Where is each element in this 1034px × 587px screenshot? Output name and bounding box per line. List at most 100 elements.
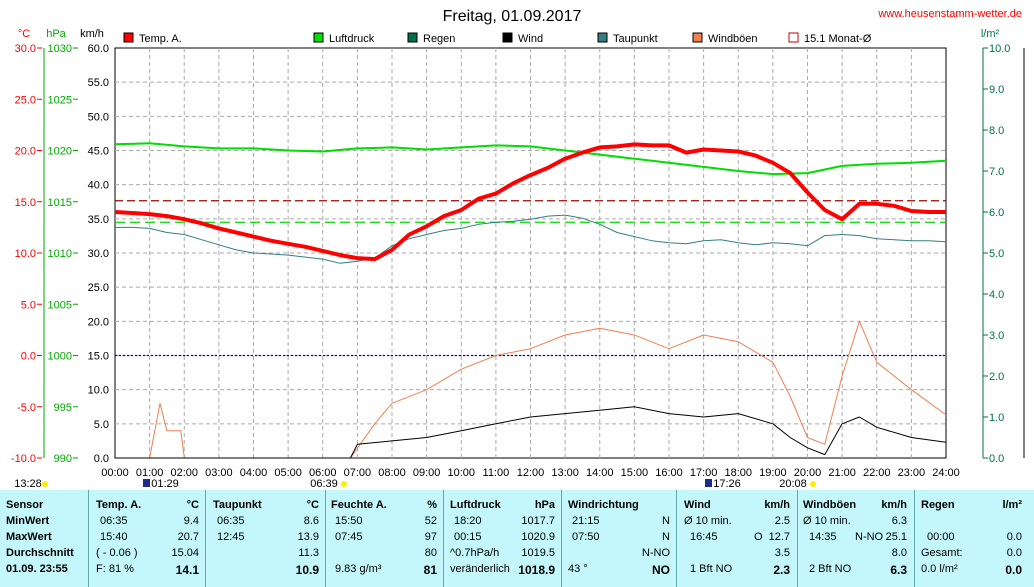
legend-swatch [692,32,703,43]
temp-tick-label: 15.0 [15,197,36,209]
winddir-min: N [662,515,670,527]
pressure-avg: 1019.5 [521,547,555,559]
legend-label: Windböen [708,33,758,45]
gust-avg: 8.0 [891,547,907,559]
gust-max: 25.1 [885,531,907,543]
column-separator [443,490,444,587]
humidity-header: Feuchte A. [331,499,387,511]
column-separator [797,490,798,587]
x-tick-label: 10:00 [447,467,475,479]
temp-unit: °C [186,499,199,511]
wind-max-dir: O [754,531,763,543]
temp-min-time: 06:35 [100,515,128,527]
column-separator [205,490,206,587]
column-separator [325,490,326,587]
x-tick-label: 00:00 [101,467,129,479]
gust-max-time: 14:35 [809,531,837,543]
pressure-tick-label: 1015 [48,197,72,209]
series-line-wind [115,406,947,459]
x-tick-label: 16:00 [655,467,683,479]
x-tick-label: 07:00 [344,467,372,479]
x-tick-label: 20:00 [794,467,822,479]
wind-unit: km/h [764,499,790,511]
wind-min: 2.5 [774,515,790,527]
pressure-axis-unit: hPa [46,28,66,40]
rain-tick-label: 0.0 [989,453,1004,465]
legend-swatch [502,32,513,43]
gust-max-dir: N-NO [855,531,884,543]
temp-tick-label: 30.0 [15,43,36,55]
website-label: www.heusenstamm-wetter.de [877,8,1022,20]
legend-label: 15.1 Monat-Ø [804,33,872,45]
legend-swatch [407,32,418,43]
marker-time-label: 13:28 [14,478,42,490]
x-tick-label: 15:00 [621,467,649,479]
wind-tick-label: 0.0 [94,453,109,465]
legend-label: Taupunkt [613,33,658,45]
moon-icon [143,479,150,487]
legend-label: Luftdruck [329,33,375,45]
rain-min-time: 00:00 [927,531,955,543]
dew-min: 8.6 [303,515,319,527]
x-tick-label: 08:00 [378,467,406,479]
moon-icon [705,479,712,487]
legend-swatch [597,32,608,43]
x-tick-label: 12:00 [517,467,545,479]
pressure-min-time: 18:20 [454,515,482,527]
wind-axis-unit: km/h [80,28,104,40]
x-tick-label: 05:00 [274,467,302,479]
rain-tick-label: 4.0 [989,289,1004,301]
humidity-unit: % [427,499,437,511]
winddir-max: N [662,531,670,543]
dew-avg: 11.3 [298,547,319,559]
temp-axis-unit: °C [18,28,30,40]
wind-tick-label: 25.0 [88,282,109,294]
gust-header: Windböen [803,499,857,511]
humidity-avg: 80 [424,547,437,559]
wind-tick-label: 35.0 [88,214,109,226]
temp-avg: 15.04 [171,547,199,559]
rain-total-label: Gesamt: [921,547,963,559]
statistics-table: Sensor MinWert MaxWert Durchschnitt 01.0… [0,490,1034,587]
wind-max: 12.7 [768,531,790,543]
legend-swatch [123,32,134,43]
series-line-luftdruck [114,142,947,176]
temp-tick-label: -10.0 [11,453,36,465]
temp-tick-label: 0.0 [21,351,36,363]
rain-tick-label: 3.0 [989,330,1004,342]
weather-chart: Freitag, 01.09.2017 www.heusenstamm-wette… [11,8,1025,490]
x-tick-label: 19:00 [759,467,787,479]
wind-min-label: Ø 10 min. [684,515,732,527]
x-tick-label: 06:00 [309,467,337,479]
temp-current: 14.1 [175,563,199,577]
x-tick-label: 24:00 [932,467,960,479]
rain-tick-label: 2.0 [989,371,1004,383]
temp-tick-label: 25.0 [15,94,36,106]
wind-header: Wind [684,499,711,511]
pressure-current: 1018.9 [518,563,555,577]
dew-max: 13.9 [297,531,319,543]
wind-footer-label: 1 Bft NO [690,563,733,575]
pressure-tick-label: 1030 [48,43,72,55]
wind-tick-label: 50.0 [88,111,109,123]
column-separator [914,490,915,587]
rain-tick-label: 10.0 [989,43,1010,55]
pressure-tick-label: 990 [54,453,72,465]
winddir-current: NO [652,563,670,577]
column-separator [561,490,562,587]
legend-label: Temp. A. [139,33,182,45]
x-tick-label: 11:00 [483,467,510,479]
marker-time-label: 20:08 [779,478,807,490]
rain-footer-label: 0.0 l/m² [921,563,958,575]
x-tick-label: 22:00 [863,467,891,479]
wind-tick-label: 20.0 [88,316,109,328]
pressure-footer-label: veränderlich [450,563,510,575]
rain-header: Regen [921,499,955,511]
row-label-max: MaxWert [6,531,52,543]
x-tick-label: 09:00 [413,467,441,479]
pressure-trend: ^0.7hPa/h [450,547,500,559]
wind-tick-label: 45.0 [88,146,109,158]
sun-icon [42,481,48,487]
series-line-taupunkt [115,214,947,264]
